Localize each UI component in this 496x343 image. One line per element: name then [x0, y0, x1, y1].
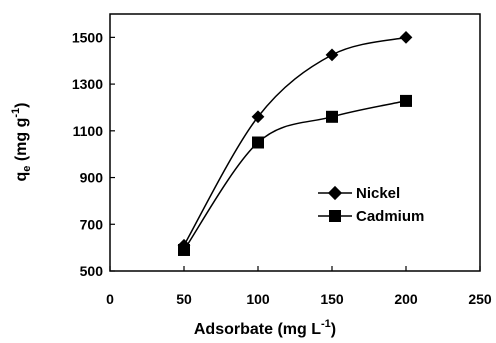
data-point-nickel — [325, 48, 339, 62]
x-tick-label: 100 — [246, 291, 270, 307]
y-axis-label-q: q — [13, 172, 30, 182]
x-axis-label: Adsorbate (mg L-1) — [194, 318, 336, 338]
data-point-cadmium — [400, 94, 412, 107]
y-axis-label-sup: -1 — [10, 108, 22, 118]
y-axis-label-close: ) — [13, 102, 30, 107]
x-axis-ticks: 0 50 100 150 200 250 — [106, 266, 492, 307]
legend: Nickel Cadmium — [318, 185, 424, 225]
data-point-cadmium — [178, 243, 190, 256]
legend-label-nickel: Nickel — [356, 185, 400, 202]
x-axis-label-close: ) — [331, 321, 336, 338]
legend-marker-cadmium — [329, 210, 341, 222]
y-tick-label: 1500 — [72, 29, 103, 45]
series-layer — [177, 30, 413, 256]
y-tick-label: 900 — [80, 170, 104, 186]
y-axis-label-sub: e — [21, 166, 33, 172]
y-tick-label: 500 — [80, 263, 104, 279]
x-axis-label-sup: -1 — [321, 318, 331, 330]
x-tick-label: 200 — [394, 291, 418, 307]
y-axis-label-unit: (mg g — [13, 118, 30, 166]
series-line-nickel — [183, 36, 407, 246]
series-line-cadmium — [183, 100, 407, 251]
y-tick-label: 1100 — [73, 123, 104, 139]
plot-area — [109, 13, 481, 272]
data-point-nickel — [251, 110, 265, 124]
x-tick-label: 50 — [176, 291, 192, 307]
y-tick-label: 700 — [80, 216, 104, 232]
x-tick-label: 250 — [468, 291, 492, 307]
y-tick-label: 1300 — [72, 76, 103, 92]
x-axis-label-main: Adsorbate (mg L — [194, 321, 321, 338]
legend-marker-nickel — [327, 185, 343, 201]
legend-label-cadmium: Cadmium — [356, 208, 424, 225]
x-tick-label: 150 — [320, 291, 344, 307]
data-point-cadmium — [252, 136, 264, 149]
y-axis-label: qe (mg g-1) — [10, 102, 33, 181]
x-tick-label: 0 — [106, 291, 114, 307]
data-point-cadmium — [326, 110, 338, 123]
data-point-nickel — [399, 30, 413, 44]
y-axis-ticks: 500 700 900 1100 1300 1500 — [72, 29, 115, 279]
